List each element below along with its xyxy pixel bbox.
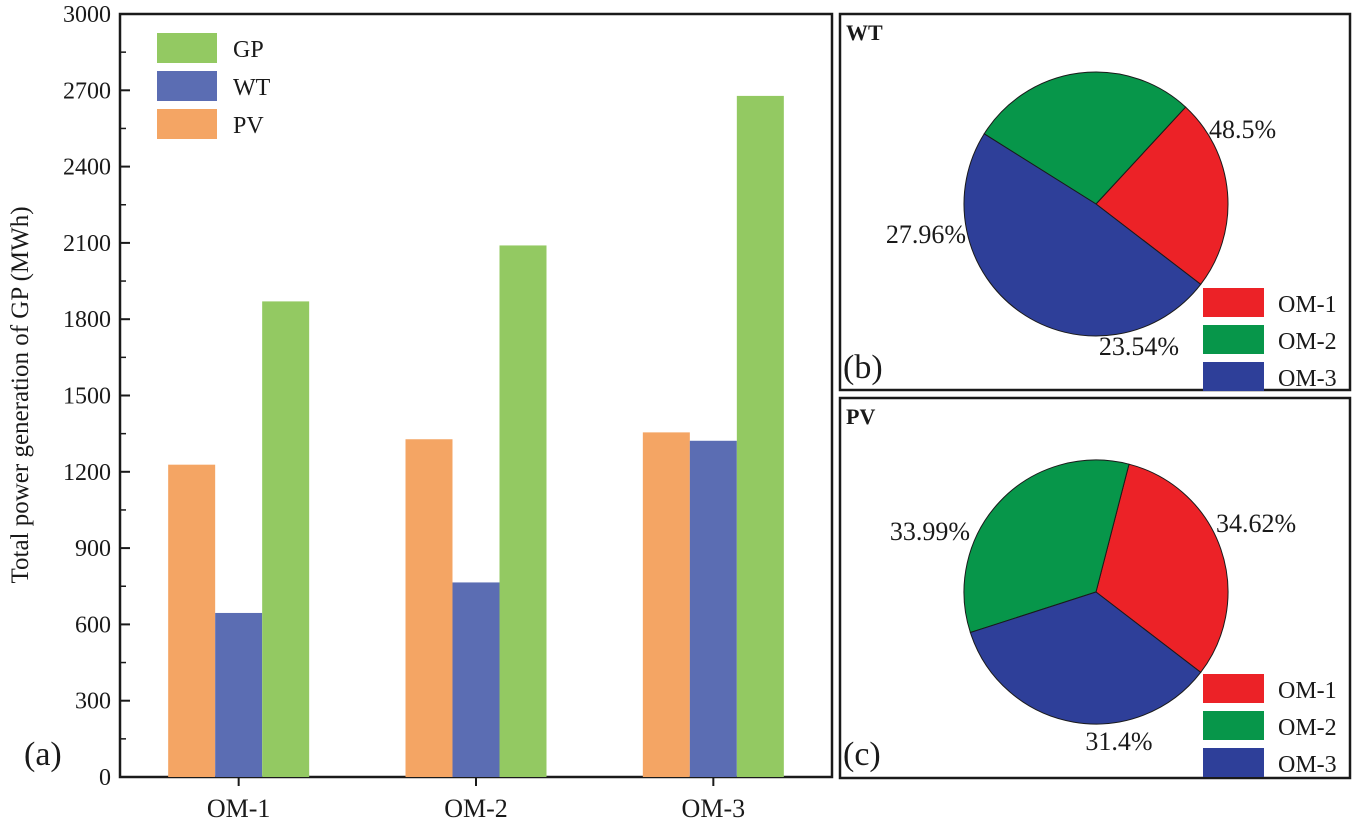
- pv-pie: 31.4% 33.99% 34.62%: [890, 459, 1296, 756]
- bar-legend: GP WT PV: [157, 33, 271, 139]
- pv-pie-panel: PV 31.4% 33.99% 34.62% OM-1 OM-2 OM-3 (c): [838, 396, 1352, 780]
- legend-label: OM-2: [1278, 715, 1337, 741]
- bars: [168, 95, 784, 778]
- pie-slice-om-1: [1095, 463, 1229, 674]
- pie-slice-om-2: [963, 459, 1130, 634]
- panel-label-a: (a): [24, 736, 62, 773]
- legend-swatch-om-3: [1203, 748, 1264, 777]
- y-tick-label: 2100: [63, 231, 111, 257]
- y-tick-label: 2700: [63, 78, 111, 104]
- y-tick-label: 600: [75, 612, 111, 638]
- pie-label-om-3: 34.62%: [1216, 509, 1296, 538]
- legend-swatch-om-2: [1203, 325, 1264, 354]
- x-tick-label: OM-3: [682, 794, 746, 823]
- bar-pv-om-2: [405, 439, 453, 777]
- y-tick-label: 2400: [63, 155, 111, 181]
- bar-chart-panel: 0 300 600 900 1200 1500 1800 2100 2400 2700 3000 O…: [7, 2, 834, 823]
- y-tick-label: 1800: [63, 307, 111, 333]
- y-axis-label: Total power generation of GP (MWh): [7, 206, 34, 583]
- wt-pie: 23.54% 27.96% 48.5%: [886, 71, 1276, 361]
- y-axis: 0 300 600 900 1200 1500 1800 2100 2400 2700 3000: [63, 2, 130, 791]
- legend-label: OM-1: [1278, 292, 1337, 318]
- pie-slice-om-1: [1095, 106, 1229, 286]
- bar-wt-om-1: [215, 612, 263, 777]
- legend-label: WT: [233, 75, 271, 101]
- pie-label-om-2: 27.96%: [886, 220, 966, 249]
- pie-label-om-3: 48.5%: [1209, 115, 1276, 144]
- legend-label: OM-1: [1278, 678, 1337, 704]
- legend-label: OM-3: [1278, 366, 1337, 392]
- bar-gp-om-1: [262, 301, 310, 777]
- x-axis: OM-1 OM-2 OM-3: [207, 777, 745, 823]
- legend-swatch-gp: [157, 33, 217, 63]
- pv-pie-title: PV: [846, 404, 875, 429]
- legend-swatch-om-1: [1203, 288, 1264, 317]
- legend-swatch-om-1: [1203, 674, 1264, 703]
- y-tick-label: 1200: [63, 460, 111, 486]
- panel-label-b: (b): [843, 349, 883, 386]
- bar-pv-om-1: [168, 464, 216, 777]
- legend-swatch-om-2: [1203, 711, 1264, 740]
- y-tick-label: 0: [99, 765, 111, 791]
- legend-swatch-pv: [157, 109, 217, 139]
- pv-pie-legend: OM-1 OM-2 OM-3: [1203, 674, 1337, 778]
- pie-label-om-2: 33.99%: [890, 517, 970, 546]
- pie-slice-om-2: [983, 71, 1187, 205]
- pie-label-om-1: 23.54%: [1099, 332, 1179, 361]
- bar-pv-om-3: [642, 432, 690, 777]
- pie-slice-om-3: [969, 591, 1202, 725]
- y-tick-label: 300: [75, 689, 111, 715]
- wt-pie-legend: OM-1 OM-2 OM-3: [1203, 288, 1337, 392]
- panel-label-c: (c): [843, 736, 881, 773]
- legend-label: OM-3: [1278, 752, 1337, 778]
- bar-wt-om-3: [689, 440, 737, 777]
- pie-slice-om-3: [963, 133, 1202, 337]
- y-tick-label: 3000: [63, 2, 111, 28]
- bar-wt-om-2: [452, 582, 500, 777]
- x-tick-label: OM-1: [207, 794, 271, 823]
- legend-label: GP: [233, 37, 264, 63]
- legend-label: PV: [233, 113, 264, 139]
- wt-pie-panel: WT 23.54% 27.96% 48.5% OM-1 OM-2 OM-3 (b): [838, 12, 1352, 392]
- legend-swatch-wt: [157, 71, 217, 101]
- pie-label-om-1: 31.4%: [1085, 727, 1152, 756]
- legend-swatch-om-3: [1203, 362, 1264, 391]
- bar-gp-om-2: [499, 245, 547, 777]
- pv-pie-frame: [838, 396, 1352, 780]
- x-tick-label: OM-2: [444, 794, 508, 823]
- wt-pie-frame: [838, 12, 1352, 392]
- y-tick-label: 900: [75, 536, 111, 562]
- y-tick-label: 1500: [63, 384, 111, 410]
- wt-pie-title: WT: [846, 20, 883, 45]
- bar-gp-om-3: [736, 95, 784, 778]
- legend-label: OM-2: [1278, 329, 1337, 355]
